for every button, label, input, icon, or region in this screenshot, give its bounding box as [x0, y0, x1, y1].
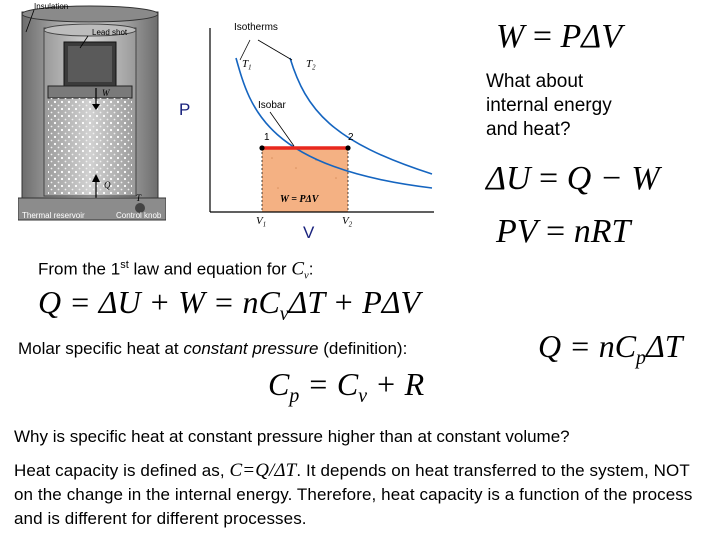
- label-thermal-reservoir: Thermal reservoir: [22, 211, 85, 220]
- equation-work: W = PΔV: [496, 18, 623, 55]
- first-law-intro: From the 1st law and equation for Cv:: [38, 258, 314, 282]
- heat-capacity-paragraph: Heat capacity is defined as, C=Q/ΔT. It …: [14, 460, 693, 528]
- isotherm-t2: [289, 57, 433, 175]
- equation-first-law: ΔU = Q − W: [486, 160, 660, 197]
- label-point-2: 2: [348, 132, 354, 143]
- equation-ideal-gas: PV = nRT: [496, 213, 631, 250]
- label-temperature: T: [136, 193, 142, 203]
- label-control-knob: Control knob: [116, 211, 162, 220]
- pv-diagram: Isotherms T1 T2 Isobar 1 2 W = PΔV V1 V2: [206, 18, 438, 236]
- axis-letter-v: V: [303, 223, 315, 242]
- label-t1: T1: [242, 58, 252, 72]
- label-v2: V2: [342, 215, 353, 229]
- label-work: W: [102, 88, 110, 98]
- cylinder-apparatus-figure: Insulation Lead shot W Q T Thermal reser…: [17, 2, 167, 228]
- why-question: Why is specific heat at constant pressur…: [14, 427, 570, 446]
- work-area: [262, 148, 348, 212]
- molar-specific-heat-text: Molar specific heat at constant pressure…: [18, 339, 408, 358]
- cylinder-illustration: [17, 5, 167, 221]
- pv-diagram-plot: [209, 28, 434, 213]
- label-insulation: Insulation: [34, 2, 69, 11]
- equation-q-cp: Q = nCpΔT: [538, 328, 683, 369]
- isotherm-t1: [235, 57, 433, 189]
- equation-q-expansion: Q = ΔU + W = nCvΔT + PΔV: [38, 284, 421, 325]
- axis-letter-p: P: [179, 100, 191, 119]
- label-work-area: W = PΔV: [280, 194, 319, 205]
- equation-cp-cv: Cp = Cv + R: [268, 366, 425, 407]
- label-lead-shot: Lead shot: [92, 28, 128, 37]
- label-isotherms: Isotherms: [234, 22, 278, 33]
- label-isobar: Isobar: [258, 100, 286, 111]
- label-v1: V1: [256, 215, 267, 229]
- label-t2: T2: [306, 58, 316, 72]
- label-heat: Q: [104, 180, 111, 190]
- question-text: What about internal energy and heat?: [486, 71, 612, 140]
- label-point-1: 1: [264, 132, 270, 143]
